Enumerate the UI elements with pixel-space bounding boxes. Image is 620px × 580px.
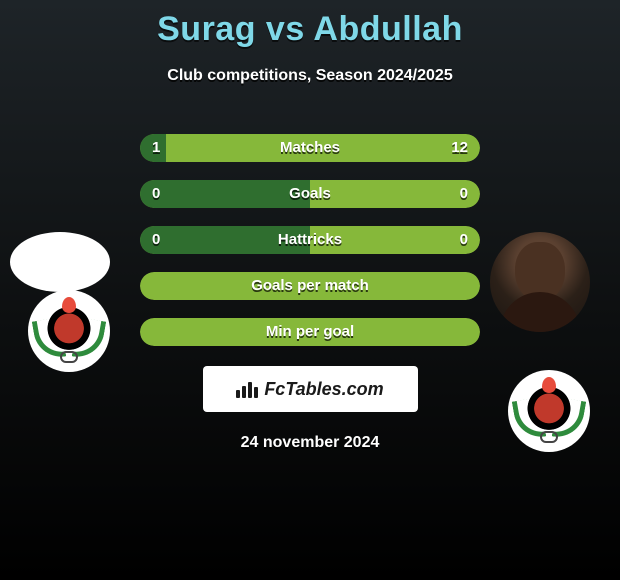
stat-value-right: 0 <box>460 180 468 208</box>
brand-badge: FcTables.com <box>203 366 418 412</box>
stat-row: Hattricks0 0 <box>140 226 480 254</box>
stat-label: Min per goal <box>140 318 480 346</box>
stat-value-right: 12 <box>451 134 468 162</box>
stat-label: Goals per match <box>140 272 480 300</box>
bar-chart-icon <box>236 380 258 398</box>
page-subtitle: Club competitions, Season 2024/2025 <box>0 67 620 85</box>
stat-row: Goals0 0 <box>140 180 480 208</box>
club-crest-icon <box>39 301 99 361</box>
player-right-club-crest <box>508 370 590 452</box>
stat-label: Hattricks <box>140 226 480 254</box>
avatar-placeholder-icon <box>10 232 110 292</box>
stat-label: Goals <box>140 180 480 208</box>
avatar-photo-icon <box>490 232 590 332</box>
brand-text: FcTables.com <box>264 379 383 400</box>
stat-value-left: 0 <box>152 180 160 208</box>
stat-value-right: 0 <box>460 226 468 254</box>
page-title: Surag vs Abdullah <box>0 10 620 49</box>
player-left-club-crest <box>28 290 110 372</box>
stat-value-left: 1 <box>152 134 160 162</box>
club-crest-icon <box>519 381 579 441</box>
content-area: Matches112Goals00Hattricks00Goals per ma… <box>0 110 620 452</box>
stat-row: Min per goal <box>140 318 480 346</box>
stat-bars-container: Matches112Goals00Hattricks00Goals per ma… <box>140 134 480 346</box>
stat-label: Matches <box>140 134 480 162</box>
stat-row: Goals per match <box>140 272 480 300</box>
stat-row: Matches1 12 <box>140 134 480 162</box>
stat-value-left: 0 <box>152 226 160 254</box>
player-right-avatar <box>490 232 590 332</box>
